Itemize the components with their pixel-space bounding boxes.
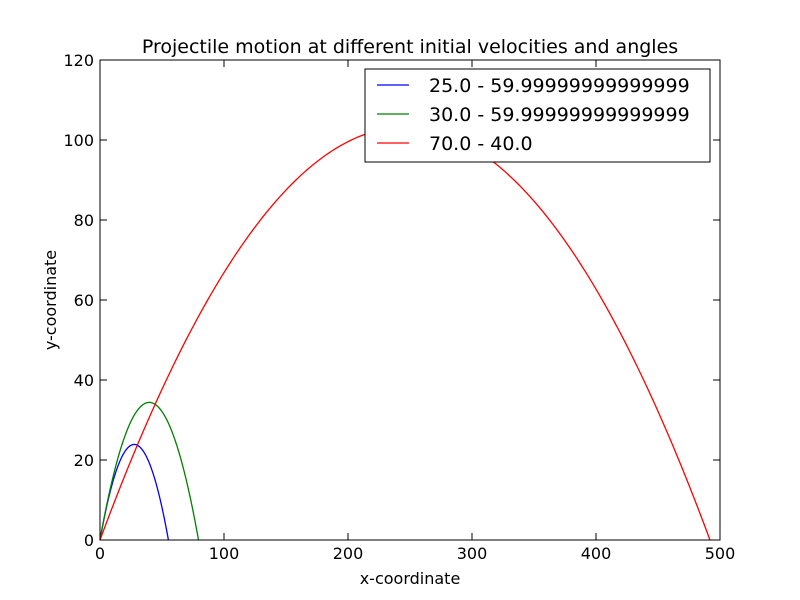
y-tick-label: 20 [74, 451, 94, 470]
x-tick-label: 300 [457, 544, 488, 563]
legend-label-1: 25.0 - 59.99999999999999 [429, 75, 690, 97]
x-tick-label: 200 [333, 544, 364, 563]
legend-box [364, 68, 711, 163]
x-axis-label: x-coordinate [360, 569, 461, 588]
x-ticks: 0 100 200 300 400 500 [95, 60, 735, 563]
y-tick-label: 120 [63, 51, 94, 70]
y-axis-label: y-coordinate [41, 250, 60, 350]
x-tick-label: 500 [705, 544, 736, 563]
chart-title: Projectile motion at different initial v… [142, 36, 678, 58]
legend-label-2: 30.0 - 59.99999999999999 [429, 104, 690, 126]
y-tick-label: 60 [74, 291, 94, 310]
legend-label-3: 70.0 - 40.0 [429, 133, 533, 155]
legend: 25.0 - 59.99999999999999 30.0 - 59.999999… [364, 68, 711, 163]
series-line-2 [99, 401, 200, 541]
series-line-1 [99, 443, 170, 541]
x-tick-label: 0 [95, 544, 105, 563]
x-tick-label: 400 [581, 544, 612, 563]
y-tick-label: 80 [74, 211, 94, 230]
y-tick-label: 0 [84, 531, 94, 550]
y-tick-label: 40 [74, 371, 94, 390]
y-ticks: 0 20 40 60 80 100 120 [63, 51, 720, 550]
y-tick-label: 100 [63, 131, 94, 150]
x-tick-label: 100 [209, 544, 240, 563]
